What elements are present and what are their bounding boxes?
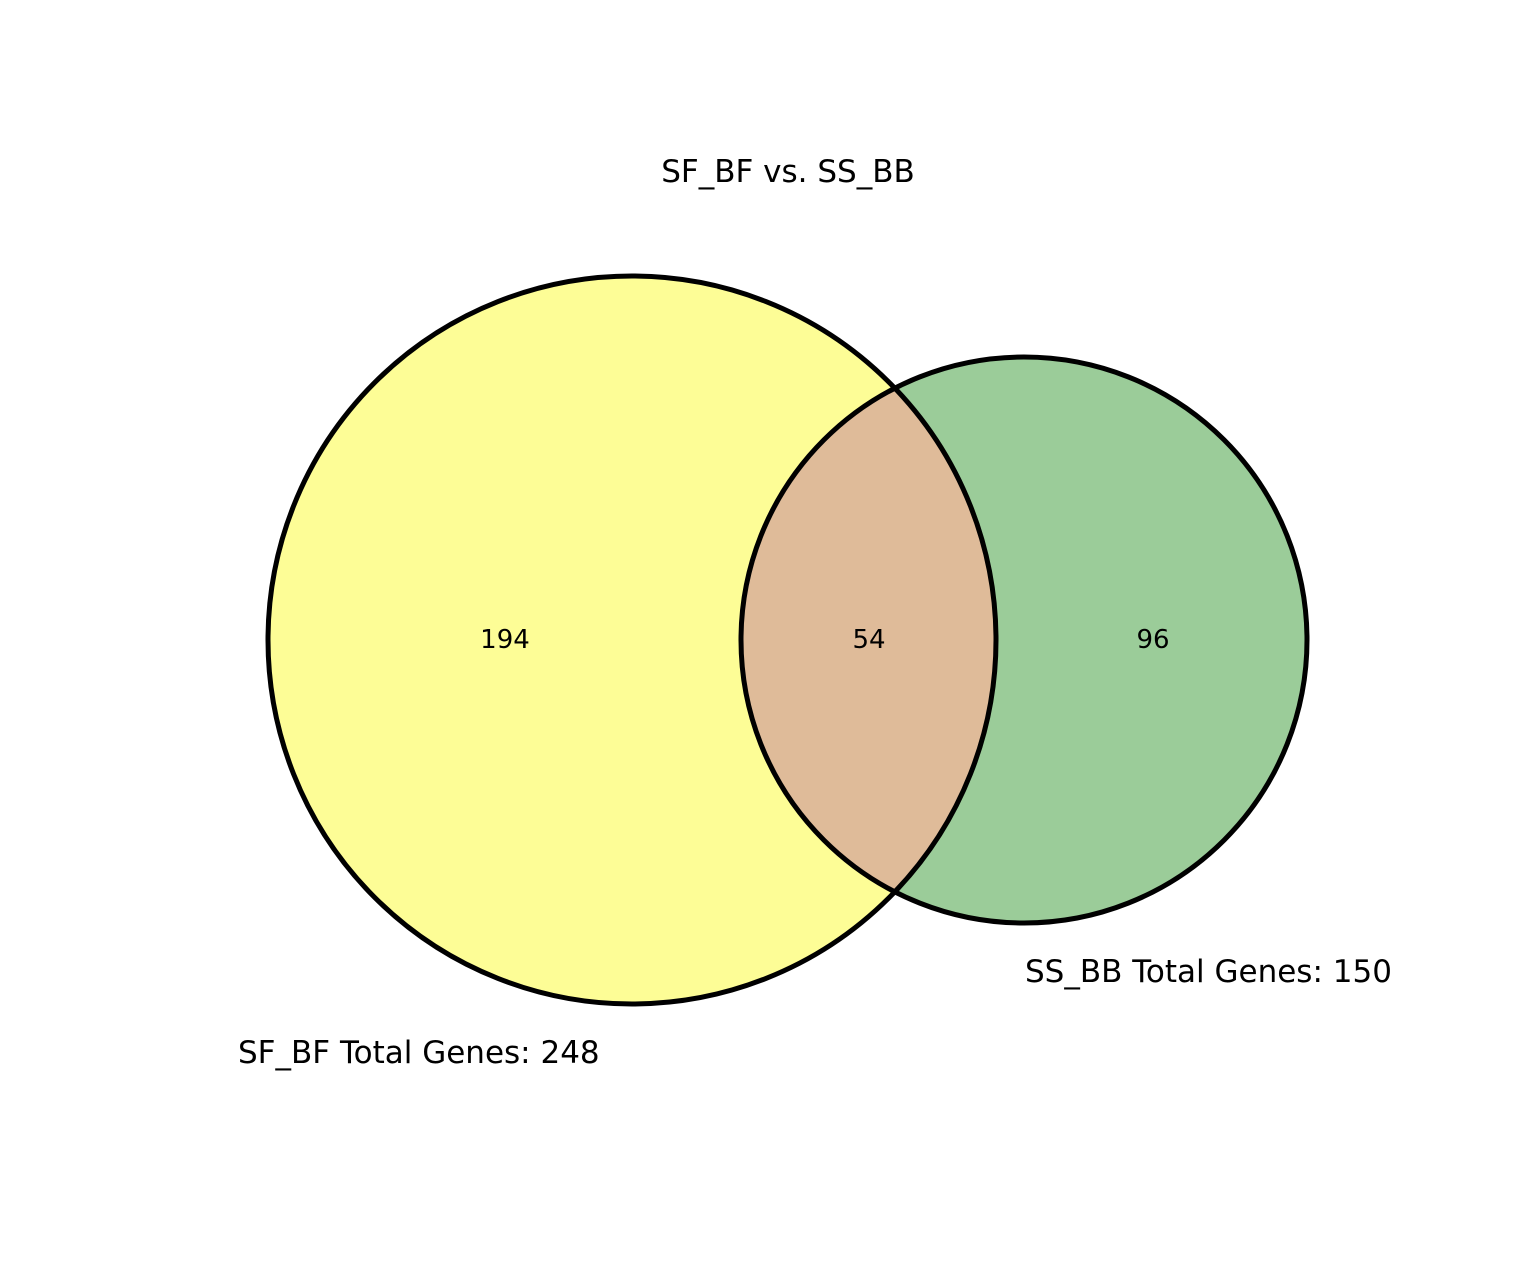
sf-bf-total-label: SF_BF Total Genes: 248 xyxy=(238,1035,600,1071)
sf-bf-circle-outline xyxy=(265,273,999,1007)
intersection-count: 54 xyxy=(852,625,885,655)
ss-bb-total-label: SS_BB Total Genes: 150 xyxy=(1025,954,1392,990)
intersection-region xyxy=(741,357,996,923)
chart-title: SF_BF vs. SS_BB xyxy=(661,154,915,190)
ss-bb-circle-outline xyxy=(738,354,1310,926)
sf-bf-only-count: 194 xyxy=(480,625,530,655)
ss-bb-only-count: 96 xyxy=(1136,625,1169,655)
